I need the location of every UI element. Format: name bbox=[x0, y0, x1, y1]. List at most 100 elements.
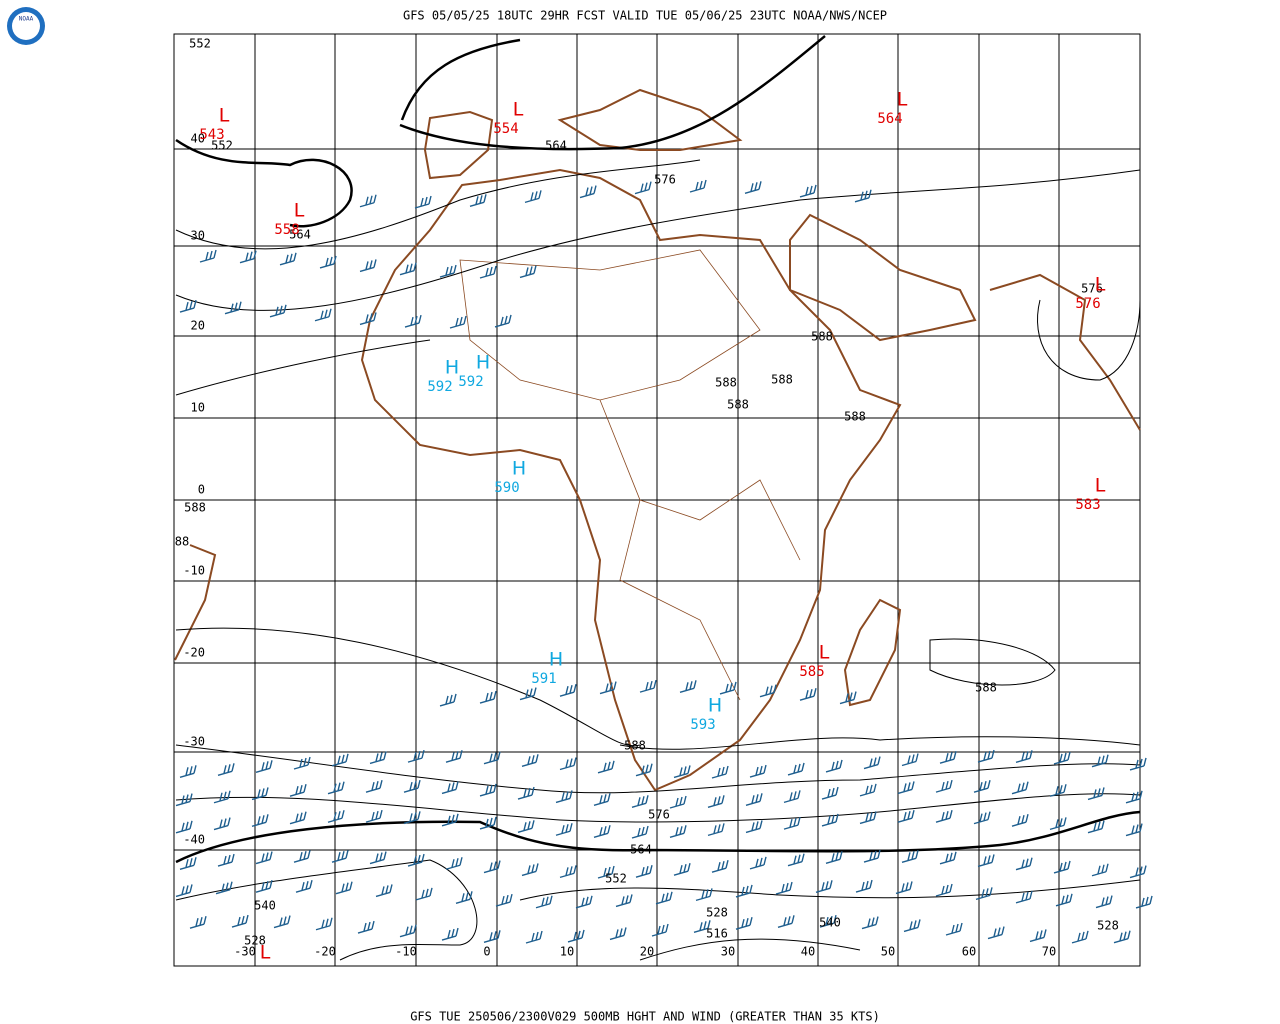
wind-barbs bbox=[175, 179, 1153, 944]
wind-barb bbox=[1015, 857, 1033, 871]
system-letter: H bbox=[708, 695, 722, 717]
wind-barb bbox=[599, 681, 617, 695]
wind-barb bbox=[359, 312, 377, 326]
lat-label: 20 bbox=[191, 319, 205, 333]
wind-barb bbox=[945, 922, 963, 936]
wind-barb bbox=[483, 860, 501, 874]
height-contours bbox=[175, 35, 1141, 961]
wind-barb bbox=[517, 786, 535, 800]
map-caption: GFS TUE 250506/2300V029 500MB HGHT AND W… bbox=[410, 1010, 880, 1024]
wind-barb bbox=[1011, 781, 1029, 795]
wind-barb bbox=[407, 853, 425, 867]
wind-barb bbox=[1015, 890, 1033, 904]
system-value: 554 bbox=[493, 121, 518, 137]
logo-text: NOAA bbox=[19, 16, 34, 23]
wind-barb bbox=[239, 250, 257, 264]
wind-barb bbox=[319, 255, 337, 269]
wind-barb bbox=[839, 691, 857, 705]
lat-label: -30 bbox=[183, 735, 205, 749]
wind-barb bbox=[555, 790, 573, 804]
wind-barb bbox=[1049, 784, 1067, 797]
wind-barb bbox=[199, 249, 217, 263]
wind-barb bbox=[1053, 860, 1071, 874]
wind-barb bbox=[1087, 820, 1105, 834]
wind-barb bbox=[295, 880, 313, 893]
wind-barb bbox=[231, 914, 249, 928]
wind-barb bbox=[901, 850, 919, 863]
wind-barb bbox=[213, 817, 231, 831]
wind-barb bbox=[815, 880, 833, 893]
wind-barb bbox=[825, 759, 843, 773]
system-letter: L bbox=[897, 89, 908, 111]
wind-barb bbox=[403, 811, 421, 825]
wind-barb bbox=[1095, 895, 1113, 909]
contour-label: 564 bbox=[630, 843, 652, 857]
wind-barb bbox=[179, 857, 197, 870]
wind-barb bbox=[669, 825, 687, 839]
wind-barb bbox=[935, 883, 953, 897]
wind-barb bbox=[749, 764, 767, 778]
wind-barb bbox=[745, 820, 763, 834]
lon-label: -20 bbox=[314, 945, 336, 959]
wind-barb bbox=[973, 780, 991, 793]
wind-barb bbox=[707, 823, 725, 837]
wind-barb bbox=[635, 865, 653, 878]
wind-barb bbox=[679, 680, 697, 693]
wind-barb bbox=[479, 816, 497, 830]
wind-barb bbox=[787, 762, 805, 776]
wind-barb bbox=[331, 850, 349, 863]
wind-barb bbox=[821, 813, 839, 827]
lon-label: 30 bbox=[721, 945, 735, 959]
wind-barb bbox=[179, 765, 197, 778]
contour-label: 588 bbox=[624, 739, 646, 753]
wind-barb bbox=[711, 860, 729, 873]
wind-barb bbox=[651, 923, 669, 937]
wind-barb bbox=[799, 688, 817, 701]
system-value: 590 bbox=[494, 480, 519, 496]
map-title: GFS 05/05/25 18UTC 29HR FCST VALID TUE 0… bbox=[403, 9, 887, 23]
wind-barb bbox=[977, 854, 995, 868]
wind-barb bbox=[897, 781, 915, 795]
wind-barb bbox=[973, 811, 991, 825]
wind-barb bbox=[327, 781, 345, 795]
wind-barb bbox=[689, 179, 707, 193]
wind-barb bbox=[327, 810, 345, 823]
wind-barb bbox=[441, 813, 459, 827]
wind-barb bbox=[293, 756, 311, 770]
wind-barb bbox=[859, 783, 877, 797]
contour-label: 588 bbox=[811, 330, 833, 344]
wind-barb bbox=[495, 893, 513, 907]
wind-barb bbox=[759, 684, 777, 698]
wind-barb bbox=[439, 264, 457, 278]
wind-barb bbox=[519, 687, 537, 701]
contour-label: 552 bbox=[189, 37, 211, 51]
wind-barb bbox=[1113, 930, 1131, 944]
system-value: 583 bbox=[1075, 497, 1100, 513]
wind-barb bbox=[693, 920, 711, 933]
wind-barb bbox=[519, 265, 537, 279]
wind-barb bbox=[399, 262, 417, 276]
wind-barb bbox=[819, 914, 837, 928]
wind-barb bbox=[289, 784, 307, 797]
contour-label: 576 bbox=[648, 808, 670, 822]
wind-barb bbox=[1049, 817, 1067, 831]
wind-barb bbox=[483, 930, 501, 943]
wind-barb bbox=[255, 760, 273, 774]
contour-label: 564 bbox=[545, 139, 567, 153]
lon-label: 60 bbox=[962, 945, 976, 959]
wind-barb bbox=[375, 884, 393, 898]
wind-barb bbox=[597, 760, 615, 774]
wind-barb bbox=[479, 783, 497, 797]
wind-barb bbox=[213, 790, 231, 804]
wind-barb bbox=[293, 850, 311, 863]
wind-barb bbox=[719, 681, 737, 695]
wind-barb bbox=[314, 308, 332, 322]
wind-barb bbox=[825, 851, 843, 865]
contour-label: 88 bbox=[175, 535, 189, 549]
lat-label: -20 bbox=[183, 646, 205, 660]
wind-barb bbox=[673, 765, 691, 779]
wind-barb bbox=[483, 751, 501, 765]
wind-barb bbox=[1135, 895, 1153, 909]
